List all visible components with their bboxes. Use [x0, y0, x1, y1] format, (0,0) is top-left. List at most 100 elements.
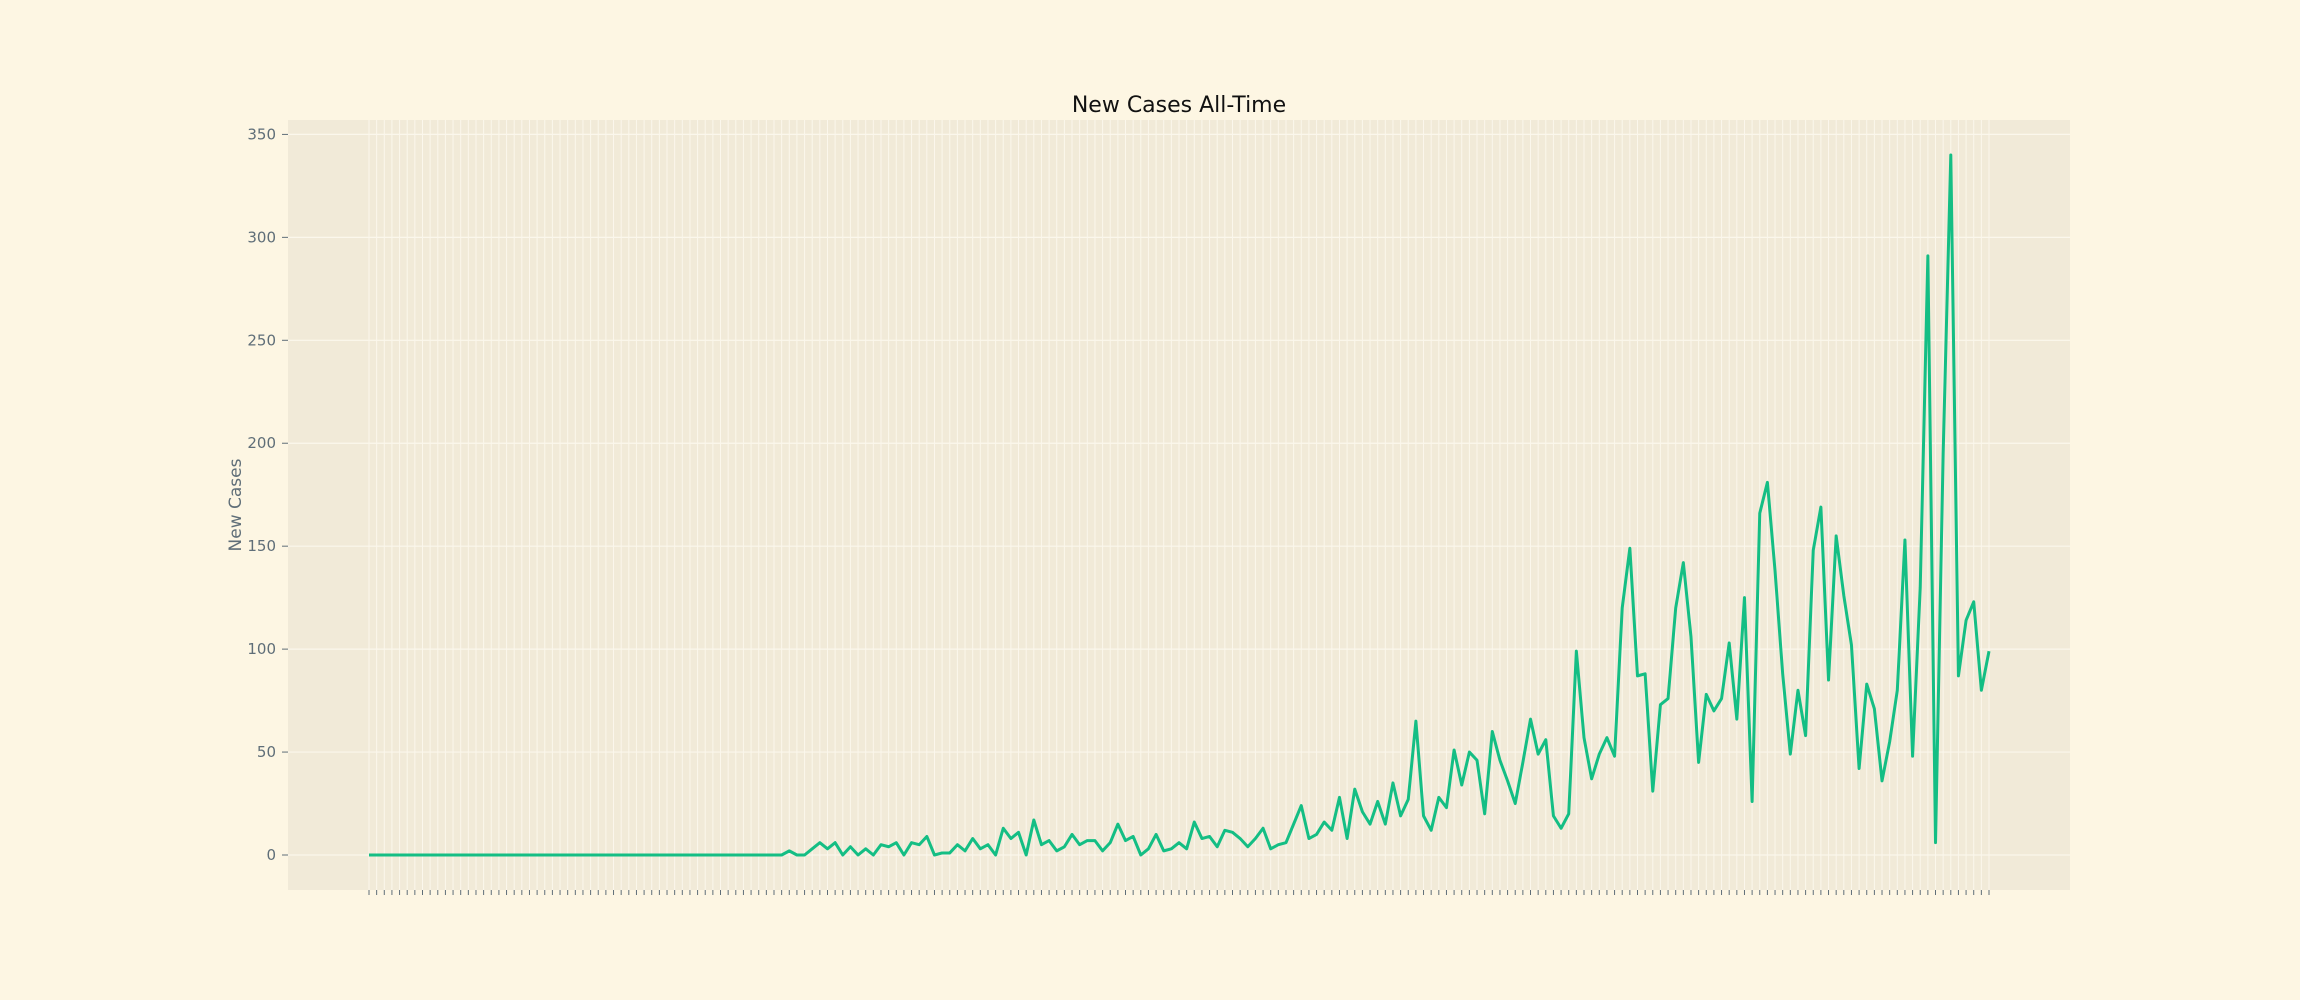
y-tick-label: 50: [257, 743, 276, 761]
data-point: [1376, 800, 1379, 803]
data-point: [910, 841, 913, 844]
data-point: [1957, 674, 1960, 677]
data-point: [1812, 549, 1815, 552]
data-point: [1323, 821, 1326, 824]
data-point: [1858, 767, 1861, 770]
data-point: [1078, 843, 1081, 846]
data-point: [559, 854, 562, 857]
data-point: [795, 854, 798, 857]
data-point: [750, 854, 753, 857]
data-point: [1521, 761, 1524, 764]
data-point: [1414, 720, 1417, 723]
data-point: [1162, 849, 1165, 852]
data-point: [1988, 650, 1991, 653]
data-point: [1093, 839, 1096, 842]
data-point: [482, 854, 485, 857]
data-point: [1605, 736, 1608, 739]
data-point: [604, 854, 607, 857]
data-point: [979, 847, 982, 850]
data-point: [1483, 812, 1486, 815]
data-point: [788, 849, 791, 852]
chart-title: New Cases All-Time: [1072, 93, 1286, 118]
data-point: [1300, 804, 1303, 807]
data-point: [406, 854, 409, 857]
data-point: [742, 854, 745, 857]
data-point: [1514, 802, 1517, 805]
data-point: [1575, 650, 1578, 653]
data-point: [986, 843, 989, 846]
data-point: [1903, 539, 1906, 542]
data-point: [413, 854, 416, 857]
data-point: [1262, 827, 1265, 830]
data-point: [1330, 829, 1333, 832]
data-point: [490, 854, 493, 857]
data-point: [566, 854, 569, 857]
data-point: [1071, 833, 1074, 836]
data-point: [444, 854, 447, 857]
data-point: [1453, 749, 1456, 752]
data-point: [971, 837, 974, 840]
data-point: [1789, 753, 1792, 756]
data-point: [1269, 847, 1272, 850]
data-point: [1147, 847, 1150, 850]
data-point: [925, 835, 928, 838]
data-point: [803, 854, 806, 857]
data-point: [688, 854, 691, 857]
data-point: [1498, 759, 1501, 762]
y-axis-ticks: 0 50 100 150 200 250 300 350: [247, 125, 288, 864]
y-tick-label: 250: [247, 331, 276, 349]
data-point: [1216, 845, 1219, 848]
data-point: [467, 854, 470, 857]
x-gridlines: [368, 120, 1990, 890]
data-point: [704, 854, 707, 857]
data-point: [1437, 796, 1440, 799]
data-point: [1239, 837, 1242, 840]
data-point: [933, 854, 936, 857]
series-line-new-cases: [369, 153, 1991, 857]
data-point: [375, 854, 378, 857]
data-point: [1460, 784, 1463, 787]
data-point: [727, 854, 730, 857]
data-point: [1560, 827, 1563, 830]
data-point: [1086, 839, 1089, 842]
data-point: [918, 843, 921, 846]
data-point: [941, 851, 944, 854]
data-point: [1651, 790, 1654, 793]
data-point: [452, 854, 455, 857]
data-point: [1277, 843, 1280, 846]
data-point: [826, 847, 829, 850]
data-point: [1002, 827, 1005, 830]
data-point: [1835, 534, 1838, 537]
data-point: [1430, 829, 1433, 832]
data-point: [895, 841, 898, 844]
data-point: [1048, 839, 1051, 842]
data-point: [765, 854, 768, 857]
data-point: [1116, 823, 1119, 826]
data-point: [1399, 814, 1402, 817]
data-point: [1842, 594, 1845, 597]
data-point: [368, 854, 371, 857]
data-point: [1827, 679, 1830, 682]
data-point: [964, 849, 967, 852]
data-point: [1919, 586, 1922, 589]
data-point: [666, 854, 669, 857]
data-point: [398, 854, 401, 857]
data-point: [1032, 819, 1035, 822]
data-point: [1926, 254, 1929, 257]
data-point: [711, 854, 714, 857]
data-point: [1758, 512, 1761, 515]
data-point: [620, 854, 623, 857]
data-point: [505, 854, 508, 857]
data-point: [474, 854, 477, 857]
data-point: [536, 854, 539, 857]
data-point: [1407, 798, 1410, 801]
data-point: [429, 854, 432, 857]
data-point: [1132, 835, 1135, 838]
data-point: [1705, 693, 1708, 696]
data-point: [1193, 821, 1196, 824]
data-point: [1720, 697, 1723, 700]
data-point: [696, 854, 699, 857]
data-point: [1055, 849, 1058, 852]
data-point: [994, 854, 997, 857]
data-point: [1353, 788, 1356, 791]
